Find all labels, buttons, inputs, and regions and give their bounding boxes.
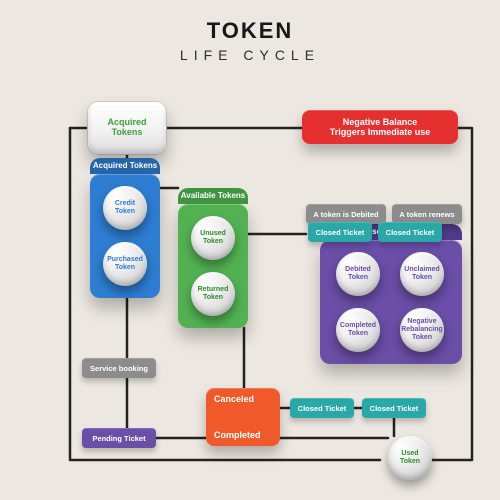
pill-deb: A token is Debited bbox=[306, 204, 386, 224]
knob-unclaimed-token: UnclaimedToken bbox=[400, 252, 444, 296]
knob-label: ReturnedToken bbox=[198, 286, 229, 301]
knob-returned-token: ReturnedToken bbox=[191, 272, 235, 316]
knob-debited-token: DebitedToken bbox=[336, 252, 380, 296]
knob-label: UsedToken bbox=[400, 450, 420, 465]
canceled-completed-box: Canceled Completed bbox=[206, 388, 280, 446]
pill-svc: Service booking bbox=[82, 358, 156, 378]
knob-unused-token: UnusedToken bbox=[191, 216, 235, 260]
pill-label: Service booking bbox=[90, 364, 148, 373]
knob-label: DebitedToken bbox=[345, 266, 371, 281]
title-block: TOKEN LIFE CYCLE bbox=[0, 18, 500, 63]
pill-ct4: Closed Ticket bbox=[362, 398, 426, 418]
pill-label: Pending Ticket bbox=[92, 434, 145, 443]
group-used: Used Tokens DebitedToken UnclaimedToken … bbox=[320, 240, 462, 364]
knob-label: CreditToken bbox=[115, 200, 135, 215]
knob-credit-token: CreditToken bbox=[103, 186, 147, 230]
knob-label: UnusedToken bbox=[200, 230, 226, 245]
pill-pend: Pending Ticket bbox=[82, 428, 156, 448]
canceled-label: Canceled bbox=[214, 394, 254, 404]
knob-label: UnclaimedToken bbox=[404, 266, 439, 281]
pill-ct3: Closed Ticket bbox=[290, 398, 354, 418]
group-acquired: Acquired Tokens CreditToken PurchasedTok… bbox=[90, 174, 160, 298]
acquired-tokens-keycap: AcquiredTokens bbox=[88, 102, 166, 154]
diagram-stage: TOKEN LIFE CYCLE AcquiredTokens Negative… bbox=[0, 0, 500, 500]
group-acquired-header: Acquired Tokens bbox=[90, 158, 160, 174]
knob-completed-token: CompletedToken bbox=[336, 308, 380, 352]
knob-used-token: UsedToken bbox=[388, 436, 432, 480]
negative-balance-box: Negative BalanceTriggers Immediate use bbox=[302, 110, 458, 144]
pill-label: A token renews bbox=[399, 210, 454, 219]
pill-ct2: Closed Ticket bbox=[378, 222, 442, 242]
knob-label: CompletedToken bbox=[340, 322, 376, 337]
title-sub: LIFE CYCLE bbox=[0, 47, 500, 63]
title-main: TOKEN bbox=[0, 18, 500, 44]
completed-label: Completed bbox=[214, 430, 261, 440]
knob-label: NegativeRebalancingToken bbox=[401, 318, 443, 341]
pill-label: Closed Ticket bbox=[370, 404, 419, 413]
pill-label: Closed Ticket bbox=[298, 404, 347, 413]
pill-renew: A token renews bbox=[392, 204, 462, 224]
pill-label: Closed Ticket bbox=[386, 228, 435, 237]
knob-purchased-token: PurchasedToken bbox=[103, 242, 147, 286]
knob-neg-rebalancing-token: NegativeRebalancingToken bbox=[400, 308, 444, 352]
pill-label: Closed Ticket bbox=[316, 228, 365, 237]
group-available-header: Available Tokens bbox=[178, 188, 248, 204]
keycap-label: AcquiredTokens bbox=[107, 118, 146, 138]
group-available: Available Tokens UnusedToken ReturnedTok… bbox=[178, 204, 248, 328]
pill-ct1: Closed Ticket bbox=[308, 222, 372, 242]
knob-label: PurchasedToken bbox=[107, 256, 143, 271]
pill-label: A token is Debited bbox=[313, 210, 378, 219]
negative-balance-label: Negative BalanceTriggers Immediate use bbox=[330, 117, 431, 137]
